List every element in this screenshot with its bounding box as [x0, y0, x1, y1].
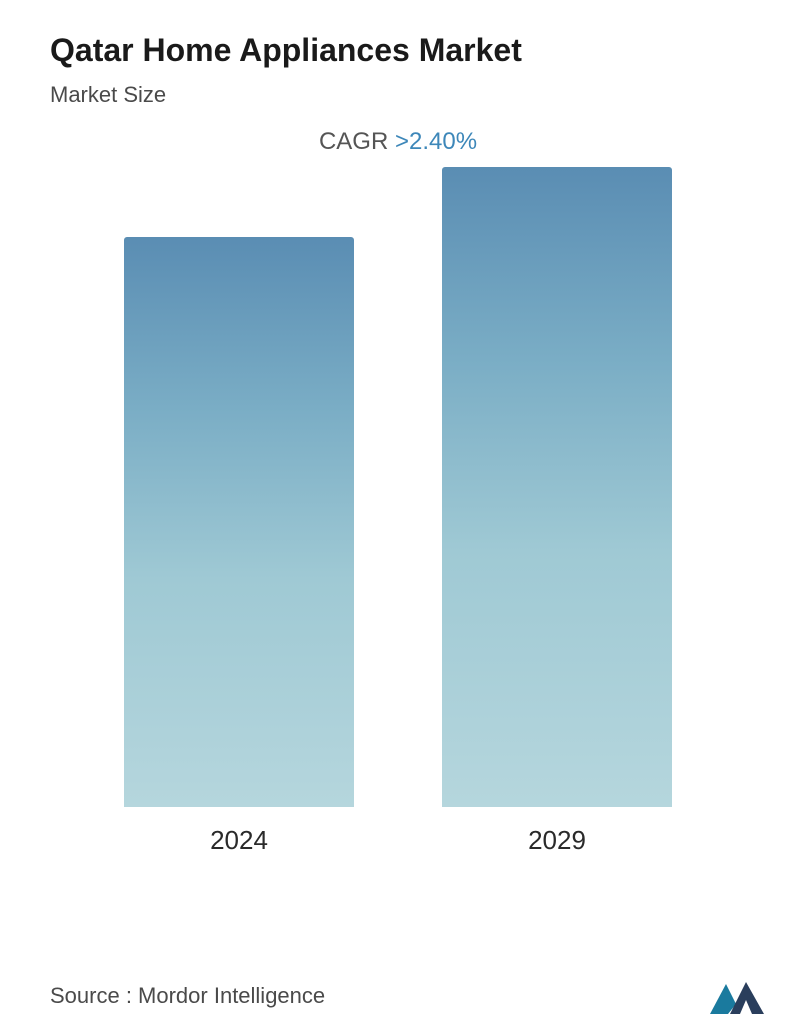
bar-label-2024: 2024: [210, 825, 268, 856]
bar-2024: [124, 237, 354, 807]
cagr-value: >2.40%: [395, 128, 477, 155]
footer: Source : Mordor Intelligence: [50, 976, 766, 1016]
page-title: Qatar Home Appliances Market: [50, 30, 746, 72]
chart-container: Qatar Home Appliances Market Market Size…: [0, 0, 796, 1034]
source-label: Source : Mordor Intelligence: [50, 983, 325, 1009]
bar-group-2024: 2024: [124, 237, 354, 856]
brand-logo-icon: [708, 976, 766, 1016]
bar-2029: [442, 167, 672, 807]
page-subtitle: Market Size: [50, 82, 746, 108]
bar-label-2029: 2029: [528, 825, 586, 856]
bar-group-2029: 2029: [442, 167, 672, 856]
cagr-label: CAGR: [319, 128, 395, 155]
cagr-row: CAGR >2.40%: [50, 128, 746, 156]
bar-chart: 2024 2029: [50, 196, 746, 856]
